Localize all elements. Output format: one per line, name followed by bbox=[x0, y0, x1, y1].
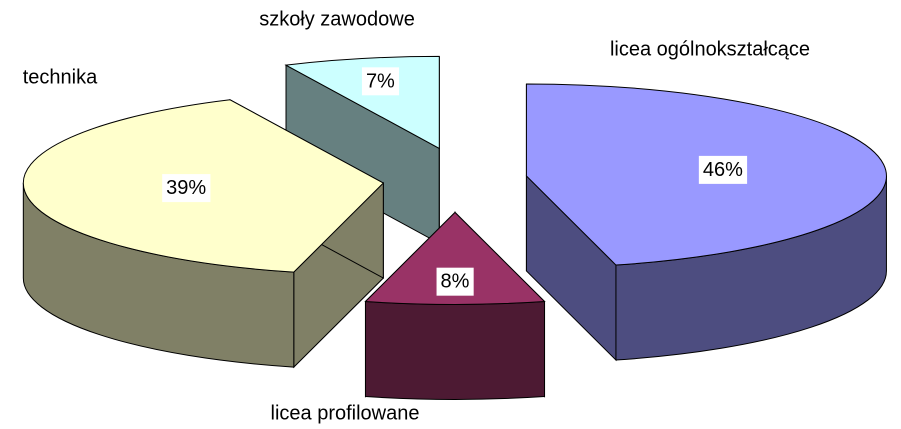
category-label: licea ogólnokształcące bbox=[610, 38, 810, 60]
slice bbox=[22, 98, 385, 369]
value-label-box bbox=[162, 174, 211, 203]
slice bbox=[364, 211, 546, 400]
value-label: 8% bbox=[441, 271, 470, 293]
category-label: technika bbox=[23, 66, 98, 88]
value-label: 39% bbox=[166, 177, 206, 199]
category-label: szkoły zawodowe bbox=[259, 8, 415, 30]
slice-top bbox=[364, 211, 546, 305]
slice bbox=[284, 55, 440, 245]
slice-top bbox=[284, 55, 440, 150]
slice bbox=[525, 83, 887, 362]
value-label-box bbox=[361, 67, 400, 96]
slice-outer-wall bbox=[364, 300, 546, 400]
value-label: 7% bbox=[366, 70, 395, 92]
value-label-box bbox=[698, 155, 748, 184]
value-label-box bbox=[436, 267, 474, 296]
value-label: 46% bbox=[703, 159, 743, 181]
category-label: licea profilowane bbox=[271, 402, 420, 424]
